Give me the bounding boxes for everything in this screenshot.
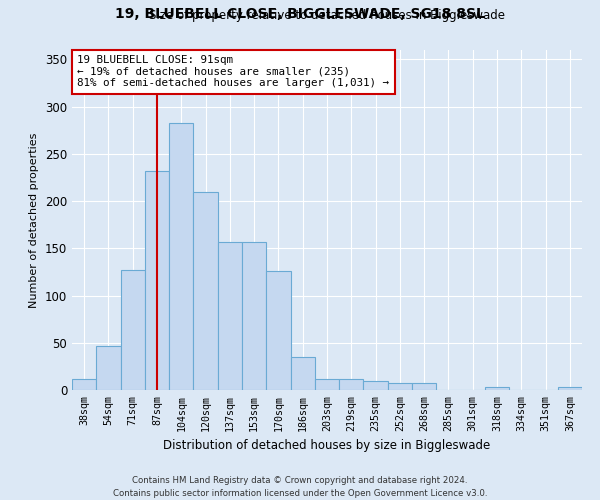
Title: Size of property relative to detached houses in Biggleswade: Size of property relative to detached ho…: [149, 10, 505, 22]
Bar: [121, 270, 145, 390]
Text: 19 BLUEBELL CLOSE: 91sqm
← 19% of detached houses are smaller (235)
81% of semi-: 19 BLUEBELL CLOSE: 91sqm ← 19% of detach…: [77, 55, 389, 88]
Bar: [339, 378, 364, 390]
X-axis label: Distribution of detached houses by size in Biggleswade: Distribution of detached houses by size …: [163, 439, 491, 452]
Bar: [412, 384, 436, 390]
Bar: [315, 378, 339, 390]
Bar: [218, 242, 242, 390]
Bar: [388, 384, 412, 390]
Bar: [72, 378, 96, 390]
Bar: [169, 122, 193, 390]
Y-axis label: Number of detached properties: Number of detached properties: [29, 132, 40, 308]
Text: 19, BLUEBELL CLOSE, BIGGLESWADE, SG18 8SL: 19, BLUEBELL CLOSE, BIGGLESWADE, SG18 8S…: [115, 8, 485, 22]
Bar: [96, 346, 121, 390]
Bar: [242, 242, 266, 390]
Bar: [558, 387, 582, 390]
Bar: [364, 380, 388, 390]
Bar: [485, 387, 509, 390]
Bar: [193, 192, 218, 390]
Bar: [145, 171, 169, 390]
Bar: [290, 357, 315, 390]
Text: Contains HM Land Registry data © Crown copyright and database right 2024.
Contai: Contains HM Land Registry data © Crown c…: [113, 476, 487, 498]
Bar: [266, 271, 290, 390]
